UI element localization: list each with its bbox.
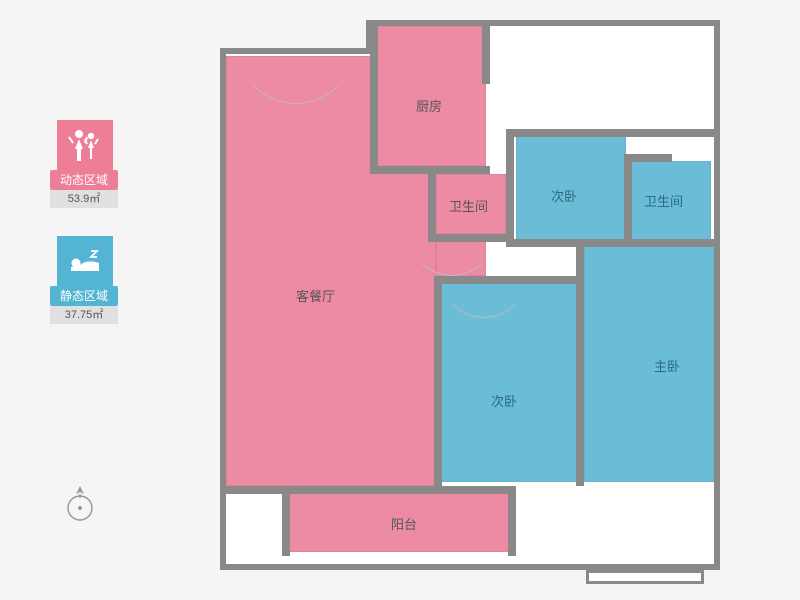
balcony-ledge — [586, 570, 704, 584]
legend-dynamic: 动态区域 53.9㎡ — [50, 120, 120, 208]
room-label: 主卧 — [654, 356, 680, 375]
wall — [508, 486, 516, 556]
room-主卧 — [584, 246, 714, 482]
legend-static-label: 静态区域 — [50, 286, 118, 306]
legend-panel: 动态区域 53.9㎡ 静态区域 37.75㎡ — [50, 120, 120, 352]
compass-icon — [60, 480, 100, 520]
plan-cutout — [220, 20, 372, 54]
wall — [482, 26, 490, 84]
legend-static: 静态区域 37.75㎡ — [50, 236, 120, 324]
wall — [624, 154, 632, 244]
wall — [282, 486, 290, 556]
wall — [434, 276, 442, 488]
legend-static-value: 37.75㎡ — [50, 306, 118, 324]
sleep-icon — [57, 236, 113, 286]
people-icon — [57, 120, 113, 170]
room-label: 阳台 — [391, 514, 417, 533]
legend-dynamic-label: 动态区域 — [50, 170, 118, 190]
wall — [226, 486, 516, 494]
room-label: 客餐厅 — [296, 286, 335, 305]
wall — [506, 129, 716, 137]
legend-dynamic-value: 53.9㎡ — [50, 190, 118, 208]
room-label: 卫生间 — [644, 191, 683, 210]
room-label: 次卧 — [551, 186, 577, 205]
floorplan: 客餐厅厨房卫生间阳台次卧卫生间次卧主卧 — [220, 20, 720, 570]
door-arc — [440, 230, 528, 318]
wall — [576, 244, 584, 486]
room-label: 厨房 — [416, 96, 442, 115]
wall — [506, 129, 514, 247]
wall — [370, 166, 490, 174]
wall — [624, 154, 672, 162]
room-label: 次卧 — [491, 391, 517, 410]
wall — [506, 239, 716, 247]
